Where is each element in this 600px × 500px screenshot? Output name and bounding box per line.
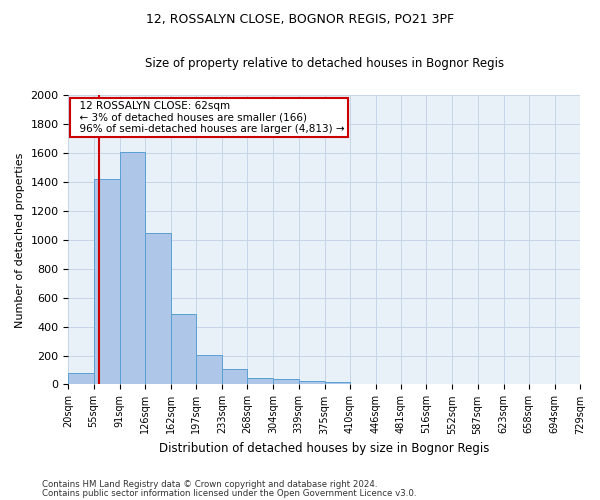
Title: Size of property relative to detached houses in Bognor Regis: Size of property relative to detached ho…	[145, 58, 504, 70]
Bar	[68, 373, 94, 384]
X-axis label: Distribution of detached houses by size in Bognor Regis: Distribution of detached houses by size …	[159, 442, 490, 455]
Bar	[274, 380, 299, 384]
Bar	[94, 179, 119, 384]
Text: Contains HM Land Registry data © Crown copyright and database right 2024.: Contains HM Land Registry data © Crown c…	[42, 480, 377, 489]
Bar	[145, 234, 171, 384]
Bar	[247, 378, 274, 384]
Text: 12, ROSSALYN CLOSE, BOGNOR REGIS, PO21 3PF: 12, ROSSALYN CLOSE, BOGNOR REGIS, PO21 3…	[146, 12, 454, 26]
Bar	[171, 314, 196, 384]
Bar	[222, 370, 247, 384]
Text: 12 ROSSALYN CLOSE: 62sqm
  ← 3% of detached houses are smaller (166)
  96% of se: 12 ROSSALYN CLOSE: 62sqm ← 3% of detache…	[73, 101, 345, 134]
Bar	[325, 382, 350, 384]
Bar	[119, 152, 145, 384]
Bar	[196, 355, 222, 384]
Y-axis label: Number of detached properties: Number of detached properties	[15, 152, 25, 328]
Text: Contains public sector information licensed under the Open Government Licence v3: Contains public sector information licen…	[42, 488, 416, 498]
Bar	[299, 382, 325, 384]
